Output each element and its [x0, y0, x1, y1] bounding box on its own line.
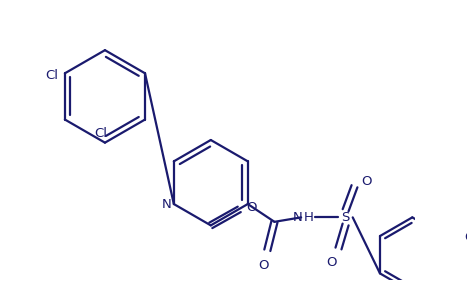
Text: O: O — [361, 175, 372, 188]
Text: O: O — [326, 256, 337, 269]
Text: N: N — [162, 197, 171, 210]
Text: Cl: Cl — [94, 127, 107, 140]
Text: N: N — [293, 211, 303, 224]
Text: H: H — [303, 211, 313, 224]
Text: Cl: Cl — [45, 69, 58, 82]
Text: S: S — [341, 211, 350, 224]
Text: O: O — [247, 201, 257, 214]
Text: O: O — [464, 231, 467, 244]
Text: O: O — [259, 259, 269, 272]
